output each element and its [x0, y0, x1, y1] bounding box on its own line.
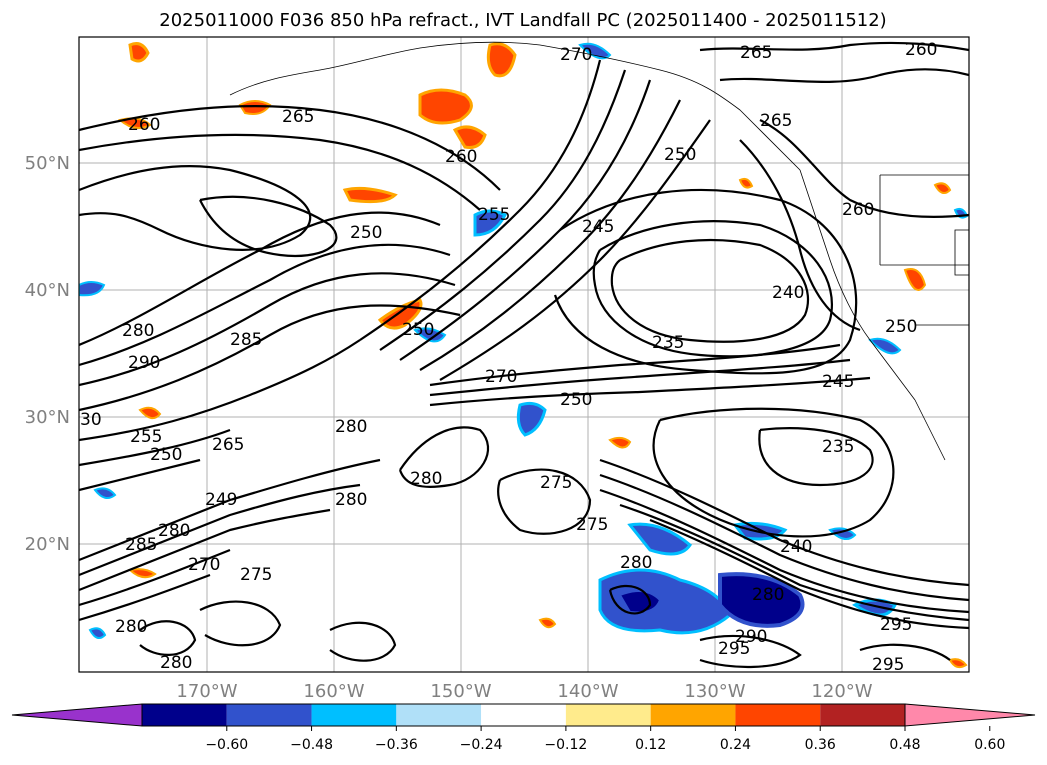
contour-label: 285	[230, 330, 262, 350]
colorbar-extend-min	[11, 703, 143, 727]
lat-label: 50°N	[25, 153, 70, 174]
colorbar-segment	[565, 704, 651, 726]
colorbar-tick-label: 0.12	[635, 737, 666, 753]
colorbar-tick-label: 0.24	[720, 737, 751, 753]
contour-label: 249	[205, 490, 237, 510]
lat-label: 20°N	[25, 534, 70, 555]
colorbar-segment	[226, 704, 312, 726]
coastlines	[229, 41, 969, 461]
contour-label: 295	[872, 655, 904, 675]
contour-label: 280	[752, 585, 784, 605]
contour-label: 285	[125, 535, 157, 555]
colorbar-tick-label: −0.48	[290, 737, 333, 753]
colorbar-tick-label: −0.12	[544, 737, 587, 753]
contour-label: 30	[80, 410, 102, 430]
colorbar-tick-label: 0.48	[889, 737, 920, 753]
contour-label: 275	[540, 473, 572, 493]
colorbar-extend-max	[904, 703, 1036, 727]
contour-label: 255	[130, 427, 162, 447]
map-panel: 270 265 260 265 260 250 255 260 250 245 …	[78, 36, 970, 675]
longitude-labels: 170°W 160°W 150°W 140°W 130°W 120°W	[176, 681, 872, 702]
contour-label: 265	[740, 43, 772, 63]
contour-label: 280	[620, 553, 652, 573]
contour-label: 270	[485, 367, 517, 387]
colorbar-segment	[142, 704, 227, 726]
colorbar-segment	[735, 704, 821, 726]
contour-label: 280	[410, 469, 442, 489]
refractivity-contours	[79, 41, 969, 669]
lon-label: 120°W	[811, 681, 872, 702]
contour-label: 250	[350, 223, 382, 243]
map-background	[79, 37, 969, 672]
lon-label: 150°W	[430, 681, 491, 702]
contour-label: 260	[445, 147, 477, 167]
contour-labels: 270 265 260 265 260 250 255 260 250 245 …	[80, 40, 937, 675]
latitude-labels: 50°N 40°N 30°N 20°N	[25, 153, 70, 555]
contour-label: 265	[212, 435, 244, 455]
contour-label: 250	[664, 145, 696, 165]
contour-label: 290	[128, 353, 160, 373]
colorbar-tick-label: 0.36	[805, 737, 836, 753]
colorbar: −0.60 −0.48 −0.36 −0.24 −0.12 0.12 0.24 0.36 0.4…	[11, 703, 1036, 753]
colorbar-segment	[311, 704, 397, 726]
contour-label: 260	[905, 40, 937, 60]
contour-label: 250	[402, 320, 434, 340]
contour-label: 250	[560, 390, 592, 410]
contour-label: 275	[576, 515, 608, 535]
colorbar-tick-label: −0.60	[205, 737, 248, 753]
contour-label: 260	[128, 115, 160, 135]
contour-label: 250	[885, 317, 917, 337]
contour-label: 275	[240, 565, 272, 585]
contour-label: 245	[822, 372, 854, 392]
map-title: 2025011000 F036 850 hPa refract., IVT La…	[159, 10, 886, 31]
contour-label: 295	[718, 639, 750, 659]
contour-label: 245	[582, 217, 614, 237]
lon-label: 170°W	[176, 681, 237, 702]
contour-label: 265	[282, 107, 314, 127]
contour-label: 270	[560, 45, 592, 65]
contour-label: 240	[780, 537, 812, 557]
contour-label: 295	[880, 615, 912, 635]
lon-label: 160°W	[303, 681, 364, 702]
contour-label: 280	[160, 653, 192, 673]
contour-label: 270	[188, 555, 220, 575]
colorbar-segment	[481, 704, 566, 726]
colorbar-frame	[141, 703, 906, 727]
lat-label: 30°N	[25, 407, 70, 428]
contour-label: 235	[652, 333, 684, 353]
colorbar-segment	[650, 704, 736, 726]
contour-label: 280	[335, 417, 367, 437]
contour-label: 280	[122, 321, 154, 341]
contour-label: 290	[735, 627, 767, 647]
contour-label: 235	[822, 437, 854, 457]
lon-label: 130°W	[684, 681, 745, 702]
map-frame	[78, 36, 970, 673]
contour-label: 265	[760, 111, 792, 131]
refractivity-shading	[79, 42, 969, 669]
lon-label: 140°W	[557, 681, 618, 702]
contour-label: 250	[150, 445, 182, 465]
contour-label: 280	[115, 617, 147, 637]
contour-label: 280	[158, 521, 190, 541]
colorbar-tick-label: 0.60	[974, 737, 1005, 753]
colorbar-segment	[820, 704, 905, 726]
contour-label: 255	[478, 205, 510, 225]
colorbar-tick-label: −0.36	[375, 737, 418, 753]
contour-label: 240	[772, 283, 804, 303]
lat-label: 40°N	[25, 280, 70, 301]
colorbar-segment	[396, 704, 482, 726]
contour-label: 280	[335, 490, 367, 510]
colorbar-tick-label: −0.24	[460, 737, 503, 753]
contour-label: 260	[842, 200, 874, 220]
